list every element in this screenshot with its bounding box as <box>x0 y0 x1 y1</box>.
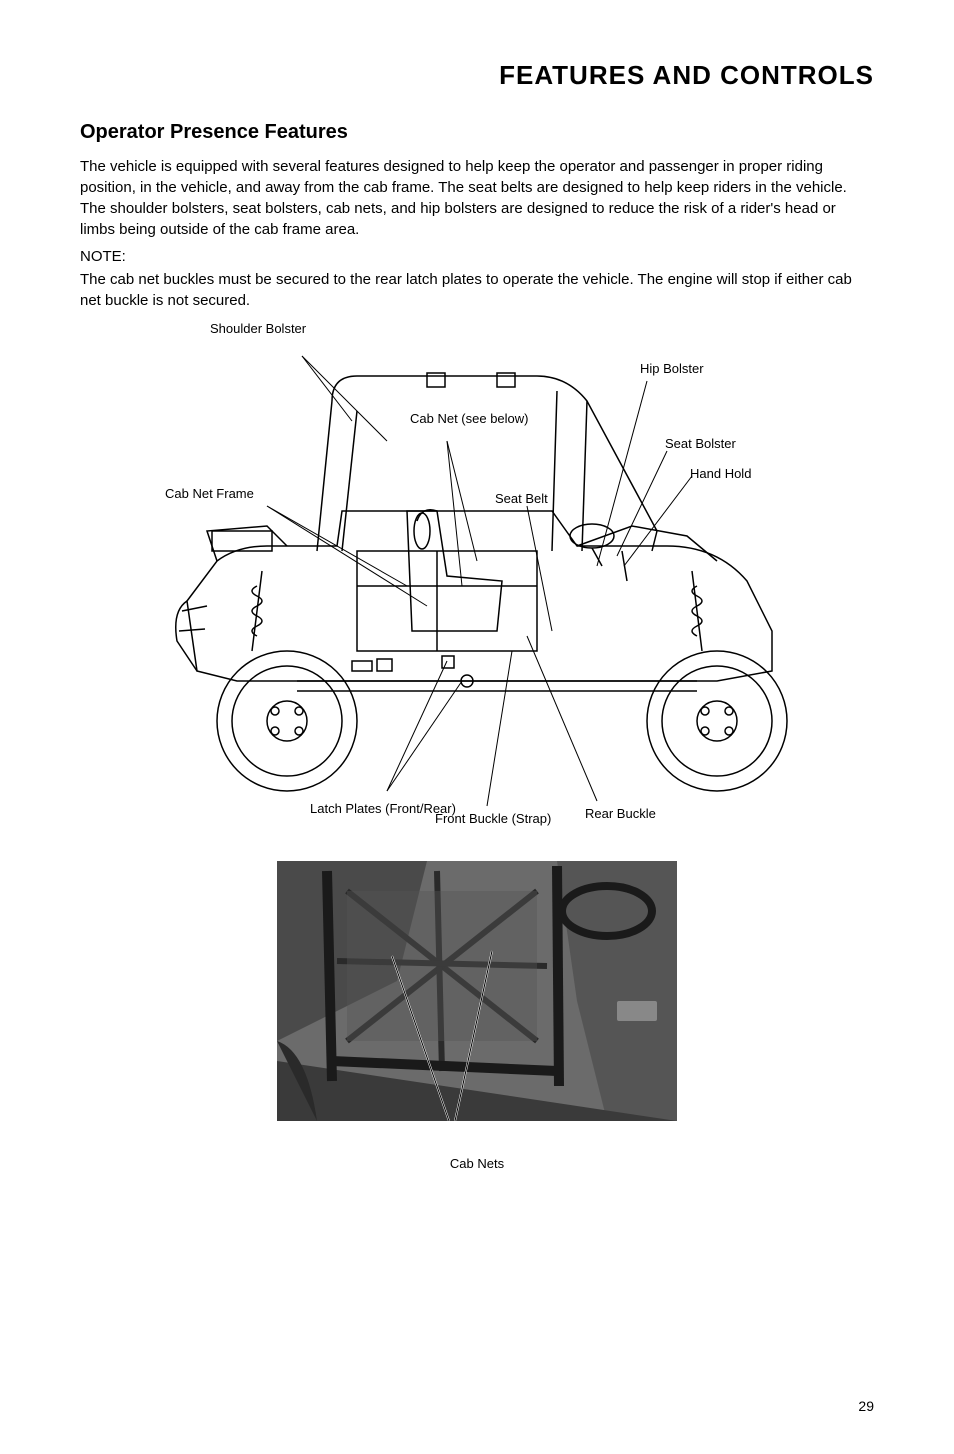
photo-container: Cab Nets <box>80 861 874 1171</box>
page-number: 29 <box>858 1398 874 1414</box>
callout-seat-belt: Seat Belt <box>495 491 548 508</box>
note-text: The cab net buckles must be secured to t… <box>80 269 874 311</box>
callout-front-buckle: Front Buckle (Strap) <box>435 811 551 828</box>
callout-rear-buckle: Rear Buckle <box>585 806 656 823</box>
callout-cab-net-frame: Cab Net Frame <box>165 486 254 503</box>
photo-caption: Cab Nets <box>80 1156 874 1171</box>
callout-hand-hold: Hand Hold <box>690 466 751 483</box>
note-label: NOTE: <box>80 248 874 265</box>
page-header: FEATURES AND CONTROLS <box>80 60 874 91</box>
callout-hip-bolster: Hip Bolster <box>640 361 704 378</box>
cab-nets-photo <box>277 861 677 1121</box>
callout-seat-bolster: Seat Bolster <box>665 436 736 453</box>
callout-cab-net: Cab Net (see below) <box>410 411 529 428</box>
section-title: Operator Presence Features <box>80 121 874 144</box>
callout-shoulder-bolster: Shoulder Bolster <box>210 321 306 338</box>
intro-paragraph: The vehicle is equipped with several fea… <box>80 156 874 240</box>
vehicle-diagram: Shoulder Bolster Cab Net Frame Cab Net (… <box>80 321 874 841</box>
